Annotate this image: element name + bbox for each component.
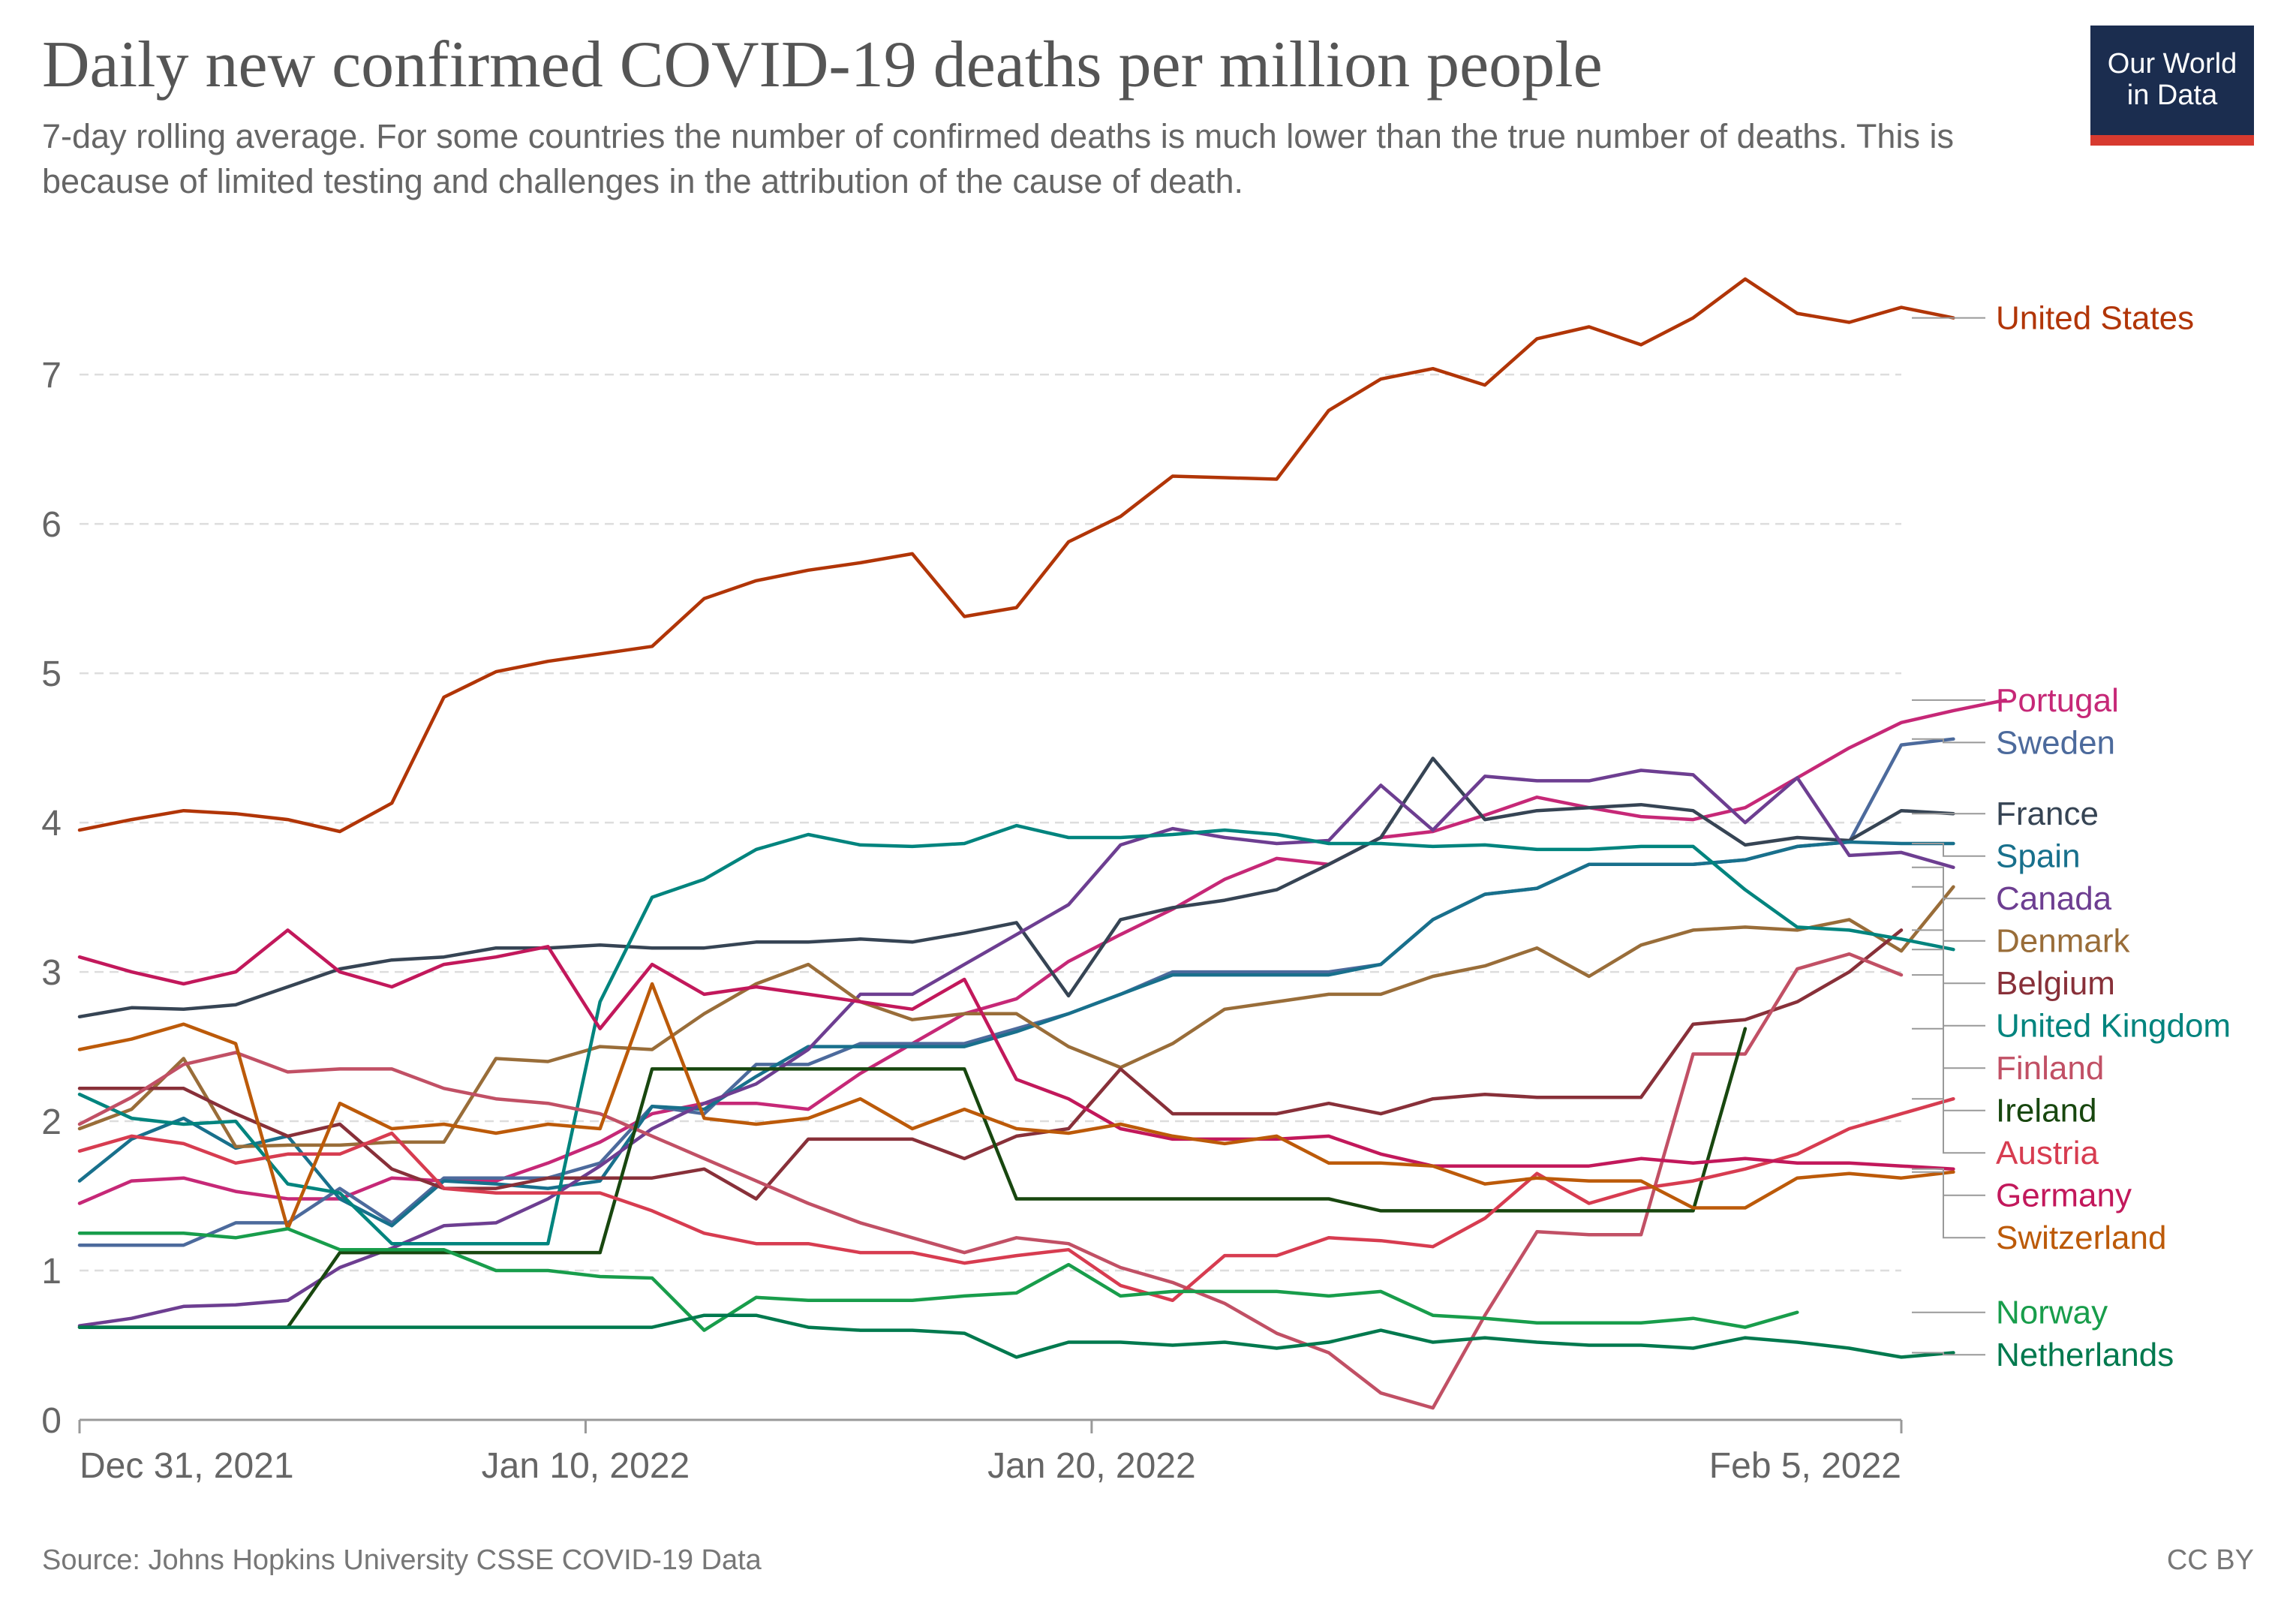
source-note: Source: Johns Hopkins University CSSE CO… (42, 1544, 762, 1576)
axis-layer: 0 1 2 3 4 5 6 7 Dec 31, 2021 Jan 10, 2022 Jan 20, … (41, 356, 1903, 1486)
series-line-germany[interactable] (77, 928, 1955, 1171)
label-connector (1912, 1027, 1985, 1111)
series-label-portugal[interactable]: Portugal (1996, 682, 2119, 719)
license-link[interactable]: CC BY (2166, 1544, 2254, 1576)
series-label-finland[interactable]: Finland (1996, 1050, 2104, 1087)
y-tick-label: 1 (41, 1252, 62, 1292)
series-label-france[interactable]: France (1996, 795, 2099, 832)
series-label-switzerland[interactable]: Switzerland (1996, 1220, 2166, 1256)
x-tick-label: Feb 5, 2022 (1709, 1446, 1901, 1486)
chart-subtitle: 7-day rolling average. For some countrie… (42, 117, 1954, 200)
series-line-switzerland[interactable] (77, 982, 1955, 1231)
label-connector (1912, 843, 1985, 857)
series-line-denmark[interactable] (77, 885, 1955, 1149)
series-line-sweden[interactable] (77, 737, 1955, 1247)
y-tick-label: 5 (41, 654, 62, 694)
series-line-france[interactable] (77, 756, 1955, 1019)
series-line-finland[interactable] (77, 952, 1904, 1410)
series-line-united-kingdom[interactable] (77, 823, 1955, 1246)
series-line-spain[interactable] (77, 840, 1955, 1228)
y-tick-label: 6 (41, 505, 62, 545)
label-connector (1912, 866, 1985, 900)
logo-line-2: in Data (2126, 80, 2218, 111)
series-layer (77, 277, 2007, 1410)
y-tick-label: 4 (41, 804, 62, 844)
x-tick-label: Dec 31, 2021 (80, 1446, 294, 1486)
series-line-united-states[interactable] (77, 277, 1955, 834)
label-connector (1912, 1171, 1985, 1239)
series-label-netherlands[interactable]: Netherlands (1996, 1337, 2174, 1373)
series-label-united-states[interactable]: United States (1996, 300, 2194, 337)
series-line-canada[interactable] (77, 768, 1955, 1328)
series-label-canada[interactable]: Canada (1996, 880, 2112, 917)
label-connector (1912, 949, 1985, 1027)
y-tick-label: 2 (41, 1102, 62, 1142)
series-label-austria[interactable]: Austria (1996, 1135, 2099, 1171)
series-label-united-kingdom[interactable]: United Kingdom (1996, 1008, 2231, 1045)
y-tick-label: 7 (41, 356, 62, 395)
logo-line-1: Our World (2107, 48, 2237, 80)
series-label-denmark[interactable]: Denmark (1996, 923, 2130, 960)
label-connector (1912, 738, 1985, 744)
chart-title: Daily new confirmed COVID-19 deaths per … (42, 29, 1603, 101)
owid-logo[interactable]: Our World in Data (2090, 26, 2254, 146)
series-line-portugal[interactable] (77, 698, 2007, 1205)
series-label-norway[interactable]: Norway (1996, 1295, 2108, 1331)
series-label-germany[interactable]: Germany (1996, 1177, 2132, 1214)
label-connector (1912, 1352, 1985, 1356)
series-label-sweden[interactable]: Sweden (1996, 724, 2115, 761)
series-line-ireland[interactable] (77, 1027, 1748, 1329)
series-line-austria[interactable] (77, 1096, 1955, 1303)
label-layer: United States Portugal Sweden France Spain Ca… (1912, 300, 2231, 1373)
y-tick-label: 3 (41, 953, 62, 993)
series-label-belgium[interactable]: Belgium (1996, 965, 2115, 1002)
series-line-norway[interactable] (77, 1227, 1799, 1332)
label-connector (1912, 974, 1985, 1069)
y-tick-label: 0 (41, 1401, 62, 1441)
series-label-ireland[interactable]: Ireland (1996, 1093, 2097, 1129)
series-label-spain[interactable]: Spain (1996, 838, 2081, 875)
x-tick-label: Jan 10, 2022 (482, 1446, 690, 1486)
series-line-netherlands[interactable] (77, 1313, 1955, 1359)
series-line-belgium[interactable] (77, 928, 1904, 1201)
label-connector (1912, 886, 1985, 942)
x-tick-label: Jan 20, 2022 (987, 1446, 1196, 1486)
label-connector (1912, 1098, 1985, 1154)
